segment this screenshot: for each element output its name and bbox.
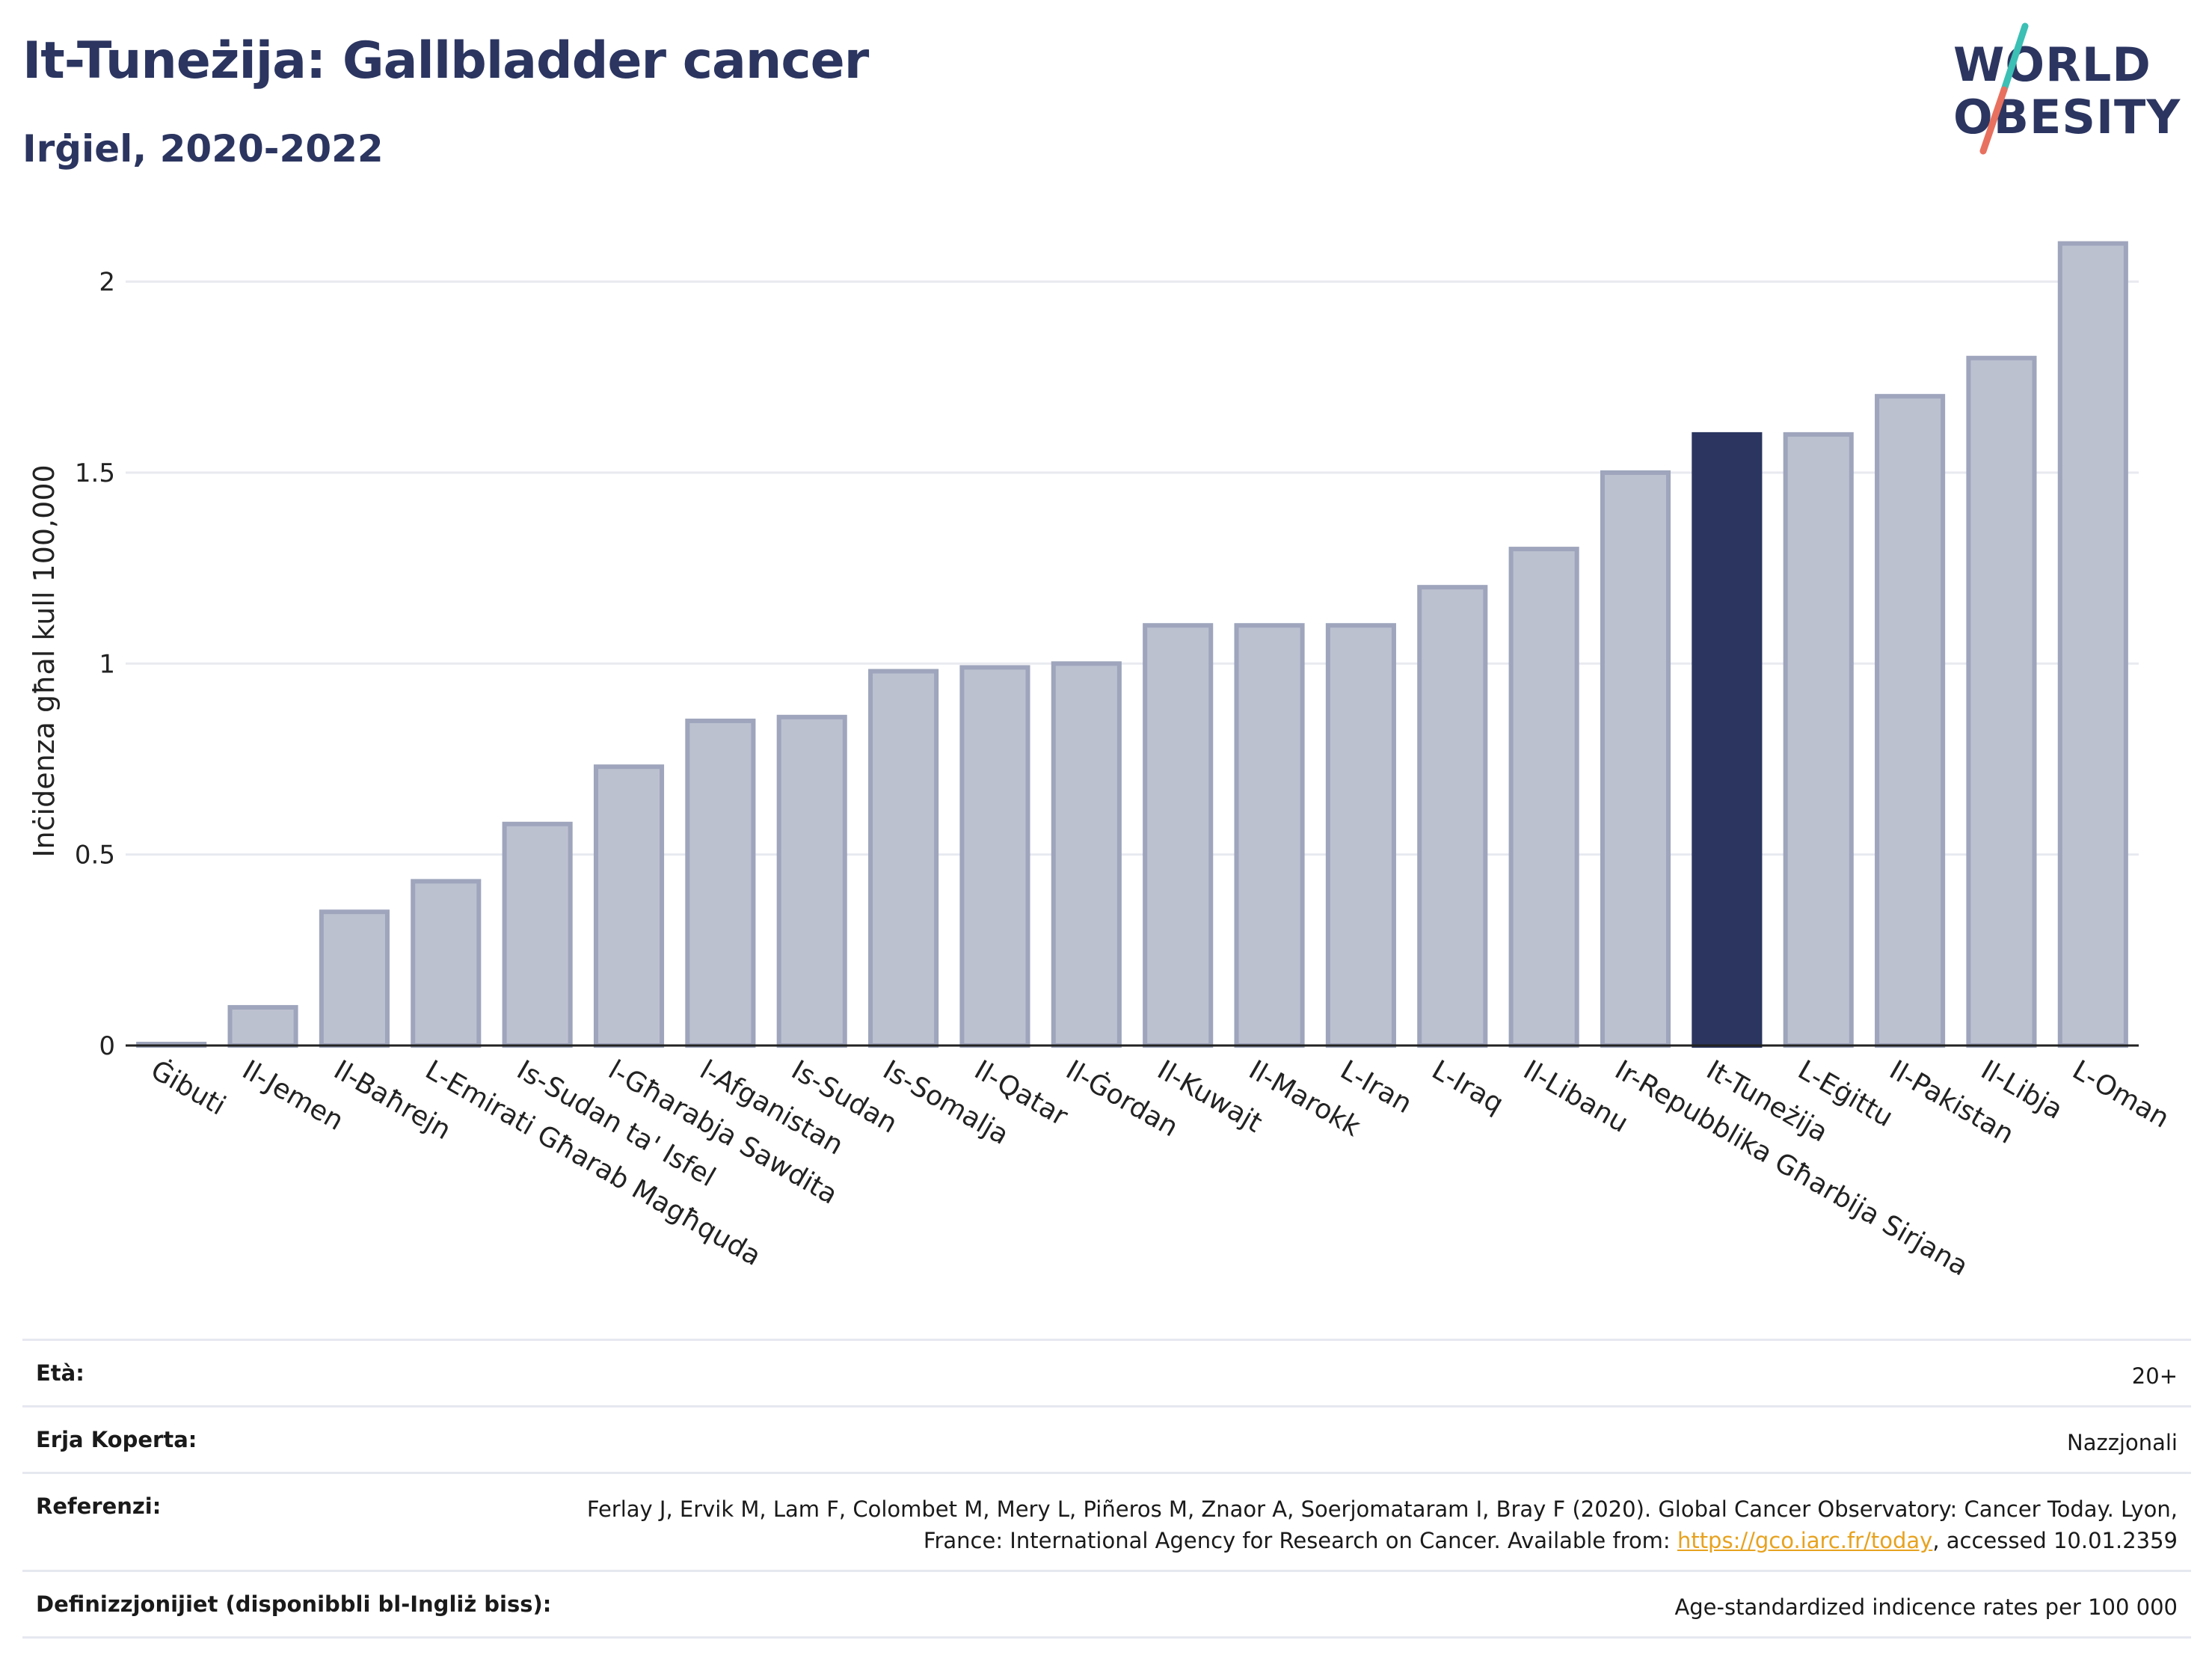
- bar: [685, 718, 756, 1048]
- reference-accessed: , accessed 10.01.2359: [1932, 1528, 2178, 1554]
- bar: [319, 909, 390, 1048]
- info-row-definitions: Definizzjonijiet (disponibbli bl-Ingliż …: [22, 1570, 2191, 1639]
- y-axis-title: Inċidenza għal kull 100,000: [28, 464, 61, 857]
- bar: [1143, 623, 1214, 1048]
- info-label: Erja Koperta:: [36, 1427, 197, 1453]
- y-tick-label: 2: [99, 268, 115, 298]
- info-row-age: Età: 20+: [22, 1339, 2191, 1405]
- chart-title: It-Tuneżija: Gallbladder cancer: [22, 31, 869, 90]
- bar: [502, 821, 573, 1048]
- y-tick-label: 0.5: [75, 841, 115, 871]
- bar: [2057, 241, 2128, 1048]
- info-value: 20+: [2131, 1363, 2178, 1389]
- info-label: Definizzjonijiet (disponibbli bl-Ingliż …: [36, 1591, 552, 1618]
- bar-chart: 0 0.5 1 1.5 2 Inċidenza għal kull 100,000 Ġibu…: [28, 241, 2175, 1283]
- bar: [1051, 661, 1122, 1048]
- x-tick-label: L-Oman: [2067, 1054, 2174, 1134]
- bar: [1417, 585, 1488, 1048]
- info-label: Età:: [36, 1360, 85, 1386]
- bar: [776, 714, 847, 1048]
- x-tick-label: Ġibuti: [146, 1054, 231, 1121]
- bar: [411, 879, 482, 1048]
- bar: [1508, 547, 1579, 1048]
- x-tick-label: L-Iraq: [1427, 1054, 1508, 1120]
- reference-citation: Ferlay J, Ervik M, Lam F, Colombet M, Me…: [586, 1496, 2178, 1554]
- world-obesity-logo: WORLD OBESITY: [1944, 22, 2199, 157]
- x-tick-label: Il-Libanu: [1518, 1054, 1633, 1139]
- bar: [1234, 623, 1305, 1048]
- bar: [1600, 470, 1671, 1048]
- bar: [1325, 623, 1396, 1048]
- info-row-references: Referenzi: Ferlay J, Ervik M, Lam F, Col…: [22, 1472, 2191, 1570]
- info-value: Nazzjonali: [2067, 1430, 2178, 1456]
- bar: [868, 669, 939, 1048]
- info-label: Referenzi:: [36, 1493, 162, 1520]
- info-table: Età: 20+ Erja Koperta: Nazzjonali Refere…: [22, 1339, 2191, 1639]
- y-tick-label: 1: [99, 649, 115, 679]
- logo-text-world: WORLD: [1953, 37, 2151, 92]
- reference-link[interactable]: https://gco.iarc.fr/today: [1677, 1528, 1933, 1554]
- info-row-coverage: Erja Koperta: Nazzjonali: [22, 1405, 2191, 1472]
- bar: [959, 665, 1030, 1048]
- bar: [1966, 355, 2037, 1048]
- bar: [1692, 432, 1763, 1048]
- bar: [1875, 393, 1946, 1048]
- bar: [593, 764, 665, 1048]
- y-tick-label: 0: [99, 1031, 115, 1061]
- x-tick-label: Il-Jemen: [237, 1054, 348, 1137]
- info-value: Age-standardized indicence rates per 100…: [1674, 1594, 2178, 1621]
- reference-text: Ferlay J, Ervik M, Lam F, Colombet M, Me…: [570, 1493, 2178, 1556]
- logo-slash-icon: [1979, 22, 2029, 155]
- y-tick-label: 1.5: [75, 458, 115, 488]
- bar: [227, 1004, 298, 1048]
- bar: [1783, 432, 1854, 1048]
- chart-subtitle: Irġiel, 2020-2022: [22, 127, 384, 171]
